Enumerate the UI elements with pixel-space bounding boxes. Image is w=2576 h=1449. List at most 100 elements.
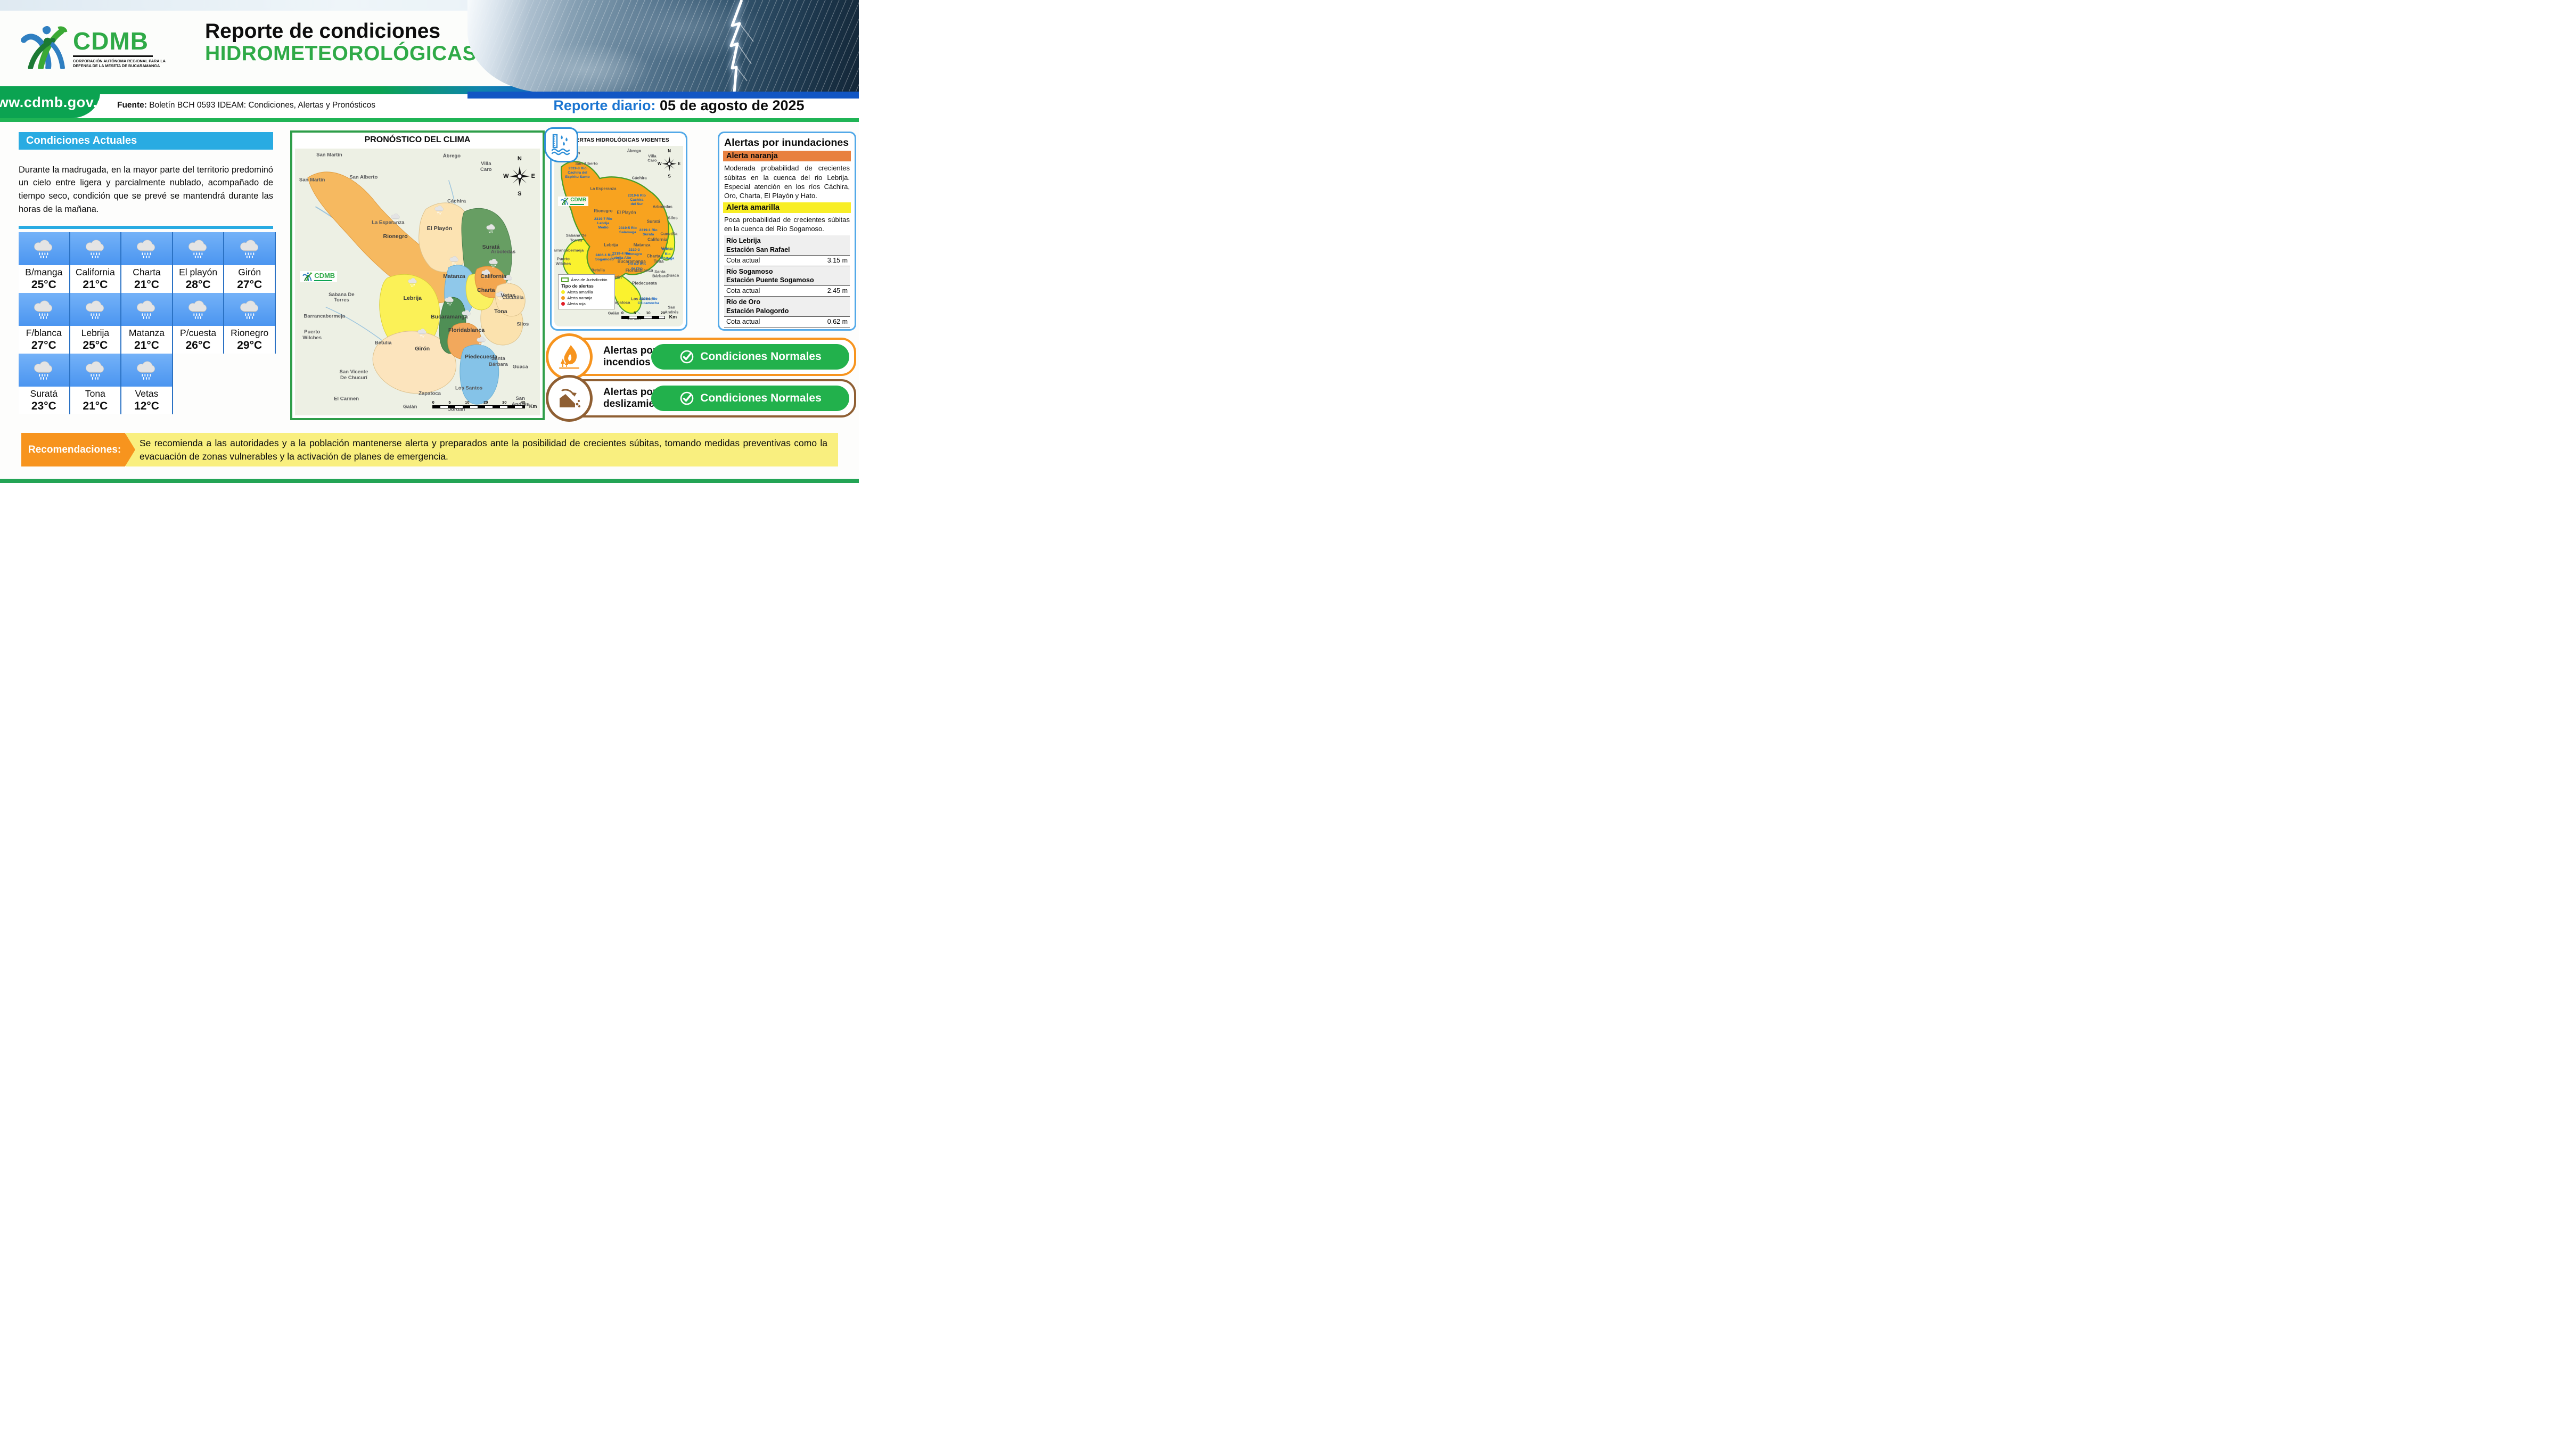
map-label: San Martín: [316, 152, 342, 158]
rain-cloud-icon: [70, 293, 121, 326]
municipality-label: Rionegro: [383, 233, 408, 240]
map-label: Santa Bárbara: [652, 268, 668, 279]
map-label: Ábrego: [627, 148, 642, 153]
rain-cloud-icon: [70, 232, 121, 265]
map-label: Cáchira: [631, 175, 647, 181]
rain-cloud-icon: [173, 232, 224, 265]
report-date-line: Reporte diario: 05 de agosto de 2025: [519, 97, 839, 114]
map-label: Santa Bárbara: [488, 355, 508, 367]
landslide-icon: [546, 375, 593, 422]
compass-rose: N W E S: [658, 149, 681, 179]
map-label: San Alberto: [349, 174, 378, 181]
map-cdmb-logo: CDMB: [300, 271, 338, 283]
rain-cloud-icon: [19, 232, 69, 265]
map-label: Zapatoca: [612, 300, 630, 305]
municipality-label: Piedecuesta: [464, 353, 498, 360]
basin-label: 2319-3 Rionegro: [626, 248, 642, 256]
municipality-label: Charta: [646, 253, 660, 259]
fire-alert-label: Alertas por incendios: [603, 345, 657, 368]
station-row: Cota actual 2.45 m: [724, 286, 850, 297]
weather-grid: B/manga 25°C California 21°C Charta 21°C El…: [19, 232, 276, 414]
orange-alert-header: Alerta naranja: [723, 151, 851, 162]
storm-photo: [467, 0, 859, 93]
basin-label: 2319-8 Rio Cachira del Espiritu Santo: [565, 166, 590, 179]
map-label: Puerto Wilches: [302, 329, 322, 341]
weather-cell-empty: [224, 354, 276, 414]
conditions-divider: [19, 226, 273, 229]
source-label: Fuente:: [117, 101, 147, 110]
landslide-status-badge: Condiciones Normales: [651, 386, 849, 411]
source-line: Fuente: Boletín BCH 0593 IDEAM: Condicio…: [117, 101, 375, 110]
map-label: Barrancabermeja: [303, 313, 346, 320]
basin-label: 2319-1 Rio Surata: [639, 228, 658, 236]
flood-alerts-panel: Alertas por inundaciones Alerta naranja …: [718, 132, 856, 331]
municipality-label: Matanza: [633, 242, 651, 248]
map-label: Arboledas: [490, 249, 516, 255]
municipality-label: Charta: [477, 286, 495, 293]
map-label: Villa Caro: [480, 161, 492, 173]
weather-cell: Lebrija 25°C: [70, 293, 122, 354]
weather-cell: El playón 28°C: [173, 232, 225, 293]
map-label: San Andrés: [664, 305, 679, 315]
rain-cloud-icon: [224, 293, 275, 326]
map-label: Galán: [608, 310, 619, 316]
station-header: Río Sogamoso Estación Puente Sogamoso: [724, 266, 850, 286]
map-label: Silos: [516, 321, 529, 328]
check-circle-icon: [680, 350, 694, 364]
municipality-label: Vetas: [501, 292, 515, 299]
basin-label: 2319-4 Rio Lebrija Alto: [611, 251, 631, 260]
city-name: California: [70, 265, 121, 278]
landslide-alert-row: Alertas por deslizamientos Condiciones N…: [546, 375, 856, 422]
station-row: Cota actual 3.15 m: [724, 256, 850, 266]
municipality-label: California: [480, 273, 506, 280]
lightning-icon: [729, 0, 754, 93]
fire-alert-row: Alertas por incendios Condiciones Normal…: [546, 333, 856, 380]
source-text: Boletín BCH 0593 IDEAM: Condiciones, Ale…: [146, 101, 376, 110]
website-link[interactable]: www.cdmb.gov.co: [0, 94, 114, 110]
weather-cell: B/manga 25°C: [19, 232, 70, 293]
map-label: El Carmen: [334, 396, 359, 402]
flood-alerts-title: Alertas por inundaciones: [724, 137, 849, 149]
rain-cloud-icon: [19, 293, 69, 326]
city-temp: 23°C: [19, 399, 69, 414]
map-label: Puerto Wilches: [555, 256, 571, 266]
weather-cell: Rionegro 29°C: [224, 293, 276, 354]
city-temp: 25°C: [70, 339, 121, 354]
info-band: www.cdmb.gov.co Fuente: Boletín BCH 0593…: [0, 86, 859, 118]
rain-cloud-icon: [121, 354, 172, 387]
title-line-2: HIDROMETEOROLÓGICAS: [205, 42, 477, 66]
weather-cell: Girón 27°C: [224, 232, 276, 293]
weather-cell: Suratá 23°C: [19, 354, 70, 414]
city-name: Girón: [224, 265, 275, 278]
municipality-label: Rionegro: [594, 208, 613, 214]
map-label: La Esperanza: [372, 219, 405, 226]
map-label: Betulia: [591, 267, 605, 273]
band-underline: [0, 118, 859, 122]
weather-cell: Charta 21°C: [121, 232, 173, 293]
map-label: Villa Caro: [647, 153, 657, 163]
city-name: P/cuesta: [173, 326, 224, 339]
compass-rose: N W E S: [503, 155, 535, 197]
rain-cloud-icon: [224, 232, 275, 265]
rain-cloud-icon: [70, 354, 121, 387]
weather-cell: Matanza 21°C: [121, 293, 173, 354]
station-header: Río Lebrija Estación San Rafael: [724, 235, 850, 256]
city-temp: 21°C: [121, 278, 172, 293]
forecast-map: San Martín San Martín San Alberto Ábrego…: [295, 149, 540, 415]
report-date-label: Reporte diario:: [553, 97, 660, 113]
forecast-map-panel: PRONÓSTICO DEL CLIMA San Martí: [290, 130, 545, 420]
weather-cell: California 21°C: [70, 232, 122, 293]
jurisdiction-swatch: [561, 277, 569, 282]
weather-cell-empty: [173, 354, 225, 414]
basin-label: 2406-1 Rio Sogamoso: [595, 253, 614, 262]
city-temp: 21°C: [70, 278, 121, 293]
rain-cloud-icon: [173, 293, 224, 326]
city-name: B/manga: [19, 265, 69, 278]
city-name: Vetas: [121, 387, 172, 399]
map-label: Cucutilla: [502, 294, 524, 301]
map-label: Sabana De Torres: [329, 291, 355, 304]
city-name: Matanza: [121, 326, 172, 339]
city-temp: 28°C: [173, 278, 224, 293]
map-label: Los Santos: [631, 296, 653, 301]
report-date-value: 05 de agosto de 2025: [659, 97, 805, 113]
